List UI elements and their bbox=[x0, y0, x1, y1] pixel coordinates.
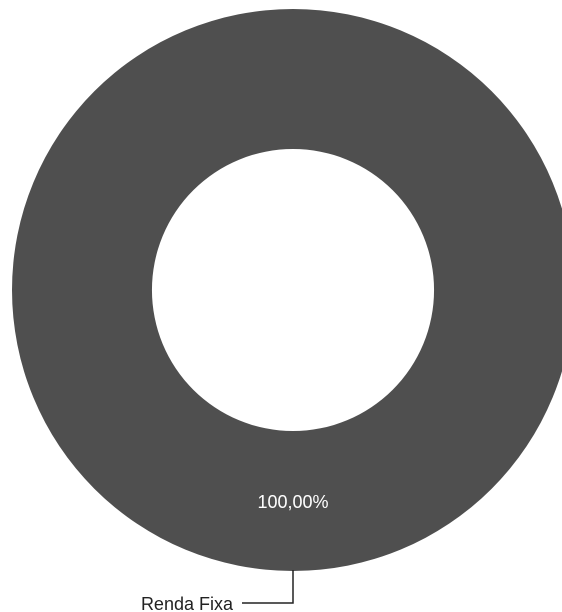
slice-value-label-renda-fixa: 100,00% bbox=[257, 492, 328, 512]
donut-slices bbox=[12, 9, 562, 571]
leader-line-renda-fixa bbox=[242, 570, 294, 604]
category-label-renda-fixa: Renda Fixa bbox=[141, 594, 234, 612]
donut-slice-renda-fixa bbox=[12, 9, 562, 571]
